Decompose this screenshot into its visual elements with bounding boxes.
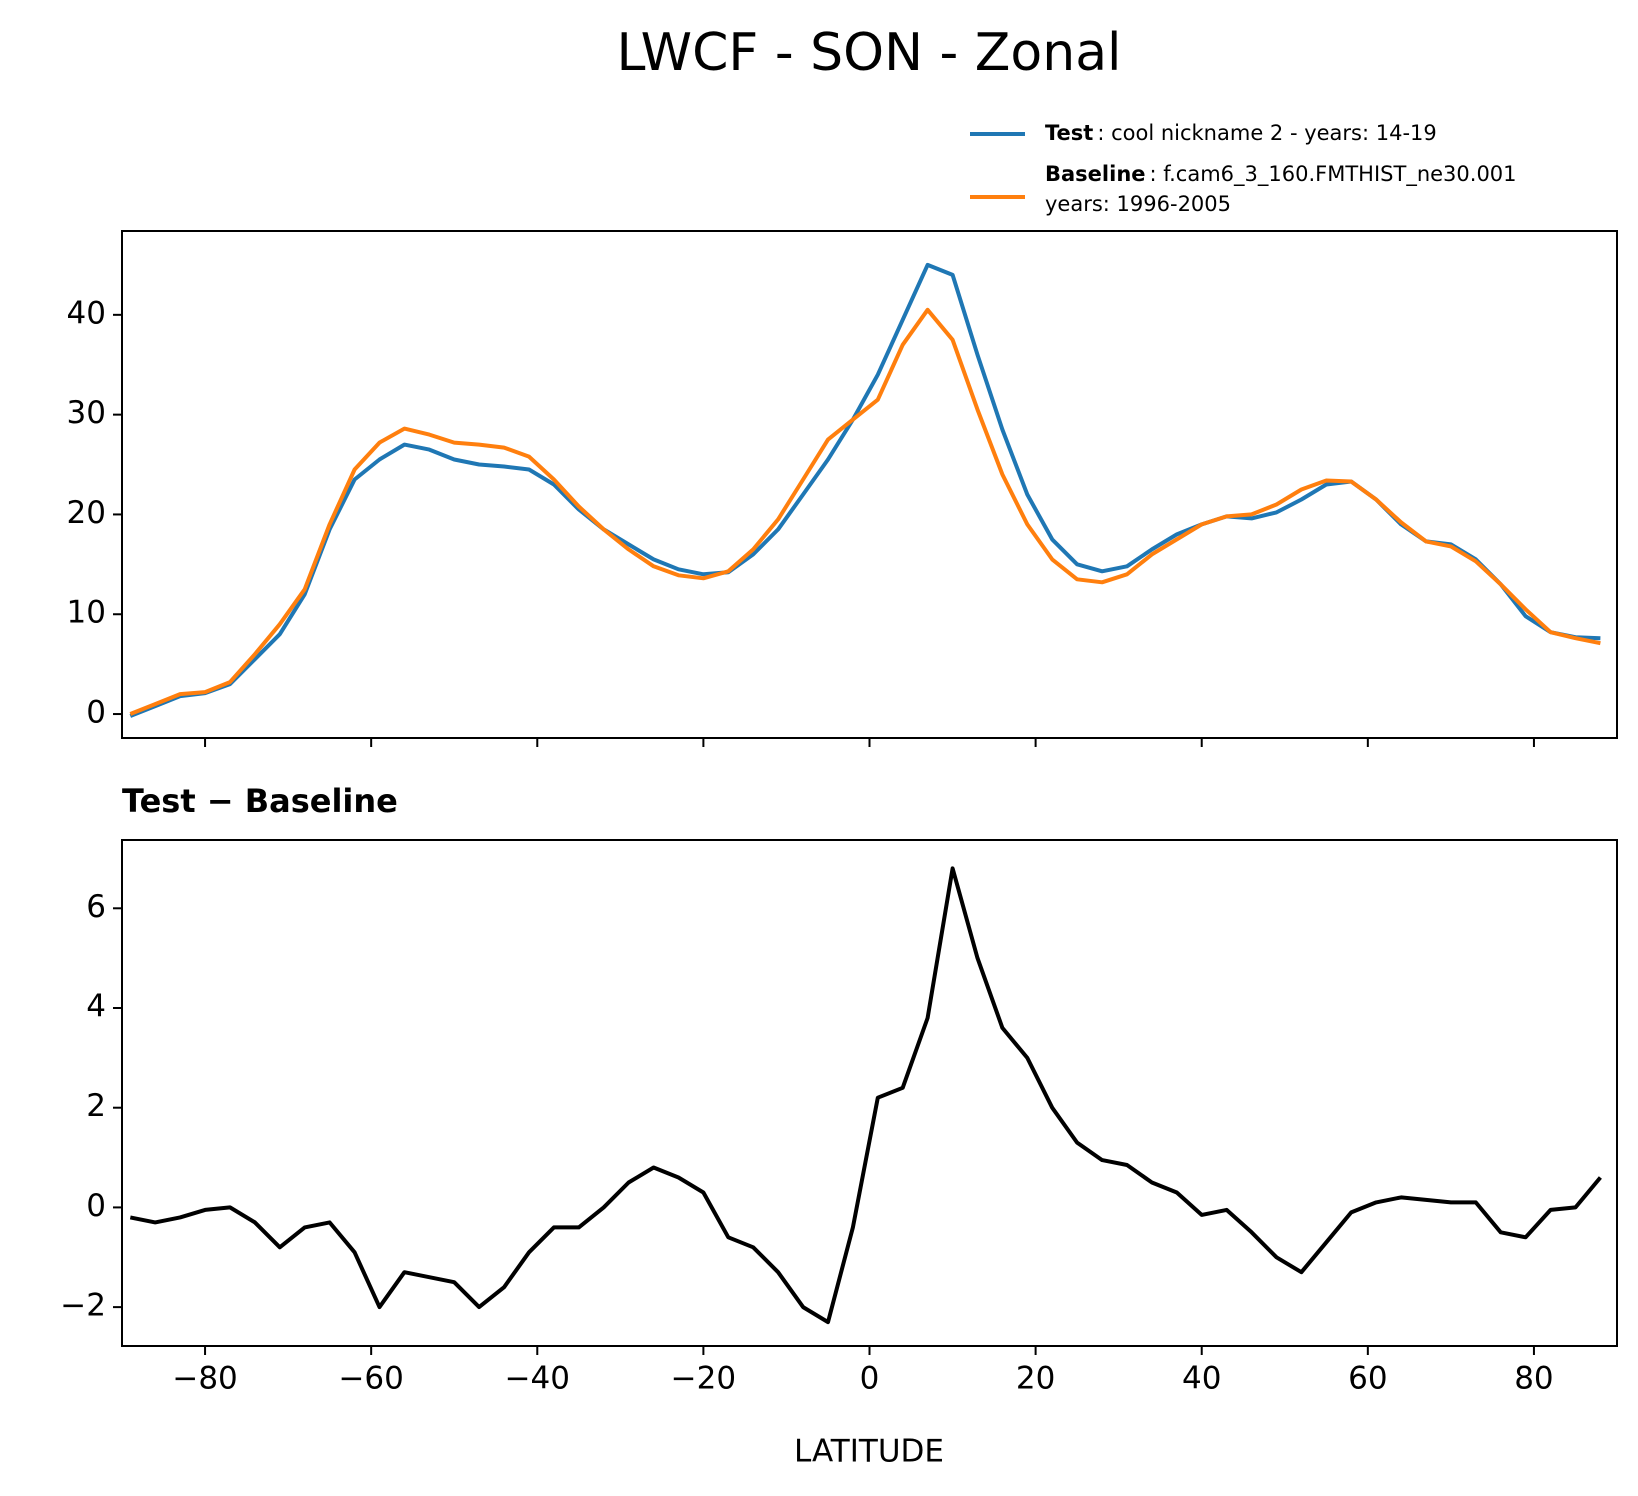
y-tick-label: 30 <box>67 395 106 431</box>
y-tick-label: 20 <box>67 495 106 531</box>
x-tick-label: −60 <box>338 1361 403 1397</box>
y-tick-label: 0 <box>86 1188 106 1224</box>
legend-label: Test: cool nickname 2 - years: 14-19 <box>1045 121 1437 145</box>
data-line <box>129 307 1601 716</box>
x-tick-label: 80 <box>1514 1361 1553 1397</box>
plot-area <box>129 866 1602 1325</box>
axes-frame <box>121 839 1618 1347</box>
legend-text: years: 1996-2005 <box>1045 192 1231 216</box>
legend-name: Test <box>1045 121 1093 145</box>
x-tick-label: −40 <box>505 1361 570 1397</box>
legend-text: : cool nickname 2 - years: 14-19 <box>1097 121 1436 145</box>
y-tick-label: 10 <box>67 595 106 631</box>
legend-text: : f.cam6_3_160.FMTHIST_ne30.001 <box>1150 162 1517 187</box>
y-tick-label: 6 <box>86 889 106 925</box>
y-tick-label: 4 <box>86 989 106 1025</box>
y-tick-label: 40 <box>67 295 106 331</box>
plot-area <box>129 262 1601 718</box>
x-tick-label: 0 <box>860 1361 880 1397</box>
x-tick-label: 40 <box>1182 1361 1221 1397</box>
figure-title: LWCF - SON - Zonal <box>616 23 1121 83</box>
x-tick-label: 60 <box>1348 1361 1387 1397</box>
x-tick-label: −80 <box>172 1361 237 1397</box>
diff-title: Test − Baseline <box>122 782 398 820</box>
data-line <box>129 262 1601 718</box>
legend-name: Baseline <box>1045 162 1146 186</box>
axes-frame <box>121 230 1618 739</box>
y-tick-label: 0 <box>86 695 106 731</box>
data-line <box>129 866 1602 1325</box>
x-tick-label: −20 <box>671 1361 736 1397</box>
y-tick-label: 2 <box>86 1088 106 1124</box>
legend-label: Baseline: f.cam6_3_160.FMTHIST_ne30.001 <box>1045 162 1517 187</box>
x-axis-label: LATITUDE <box>794 1434 944 1470</box>
x-tick-label: 20 <box>1016 1361 1055 1397</box>
y-tick-label: −2 <box>60 1288 106 1324</box>
